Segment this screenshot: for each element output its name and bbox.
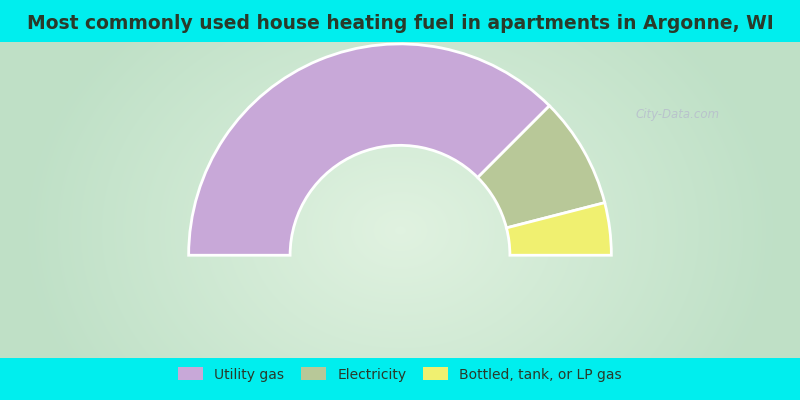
Legend: Utility gas, Electricity, Bottled, tank, or LP gas: Utility gas, Electricity, Bottled, tank,… — [173, 362, 627, 387]
Text: Most commonly used house heating fuel in apartments in Argonne, WI: Most commonly used house heating fuel in… — [26, 14, 774, 33]
Text: City-Data.com: City-Data.com — [636, 108, 720, 121]
Bar — [0, 358, 800, 400]
Wedge shape — [189, 44, 550, 255]
Wedge shape — [506, 203, 611, 255]
Bar — [0, 0, 800, 42]
Wedge shape — [478, 106, 605, 228]
